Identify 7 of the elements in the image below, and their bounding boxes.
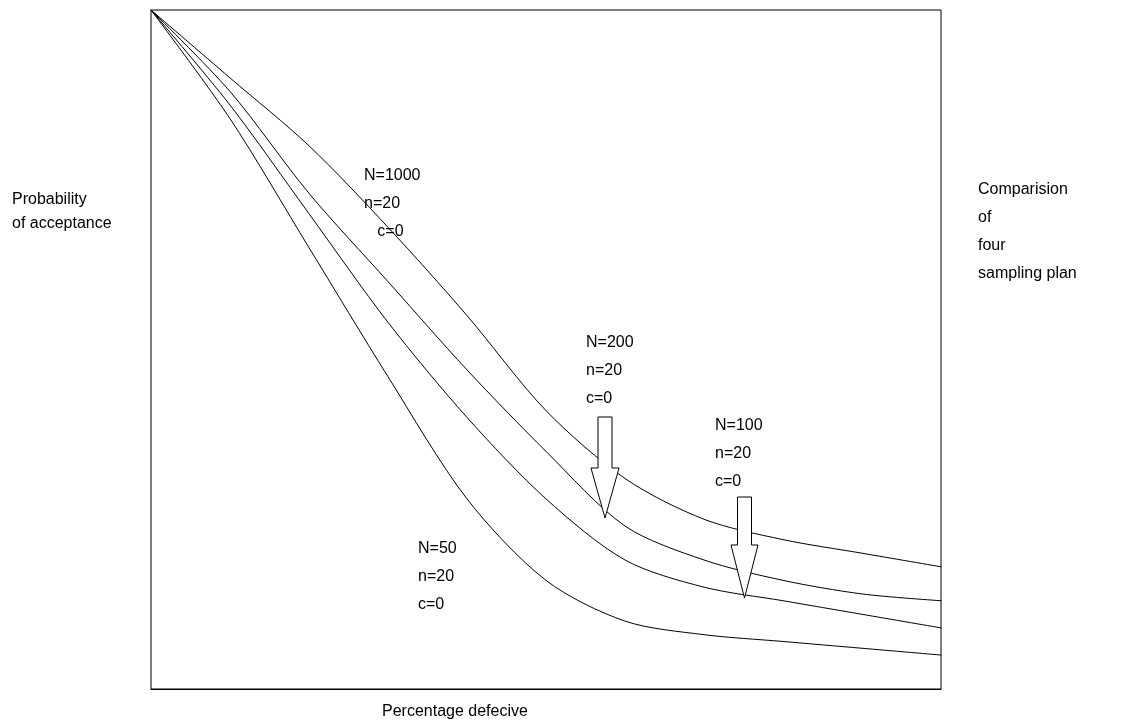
text: Comparision of four sampling plan [978,179,1077,281]
annotation: N=100 n=20 c=0 [715,415,763,489]
annotation: N=50 n=20 c=0 [418,538,457,612]
annotation: N=200 n=20 c=0 [586,332,634,406]
x-axis-title: Percentage defecive [382,701,528,719]
annotation: N=1000 n=20 c=0 [364,165,421,239]
y-axis-title: Probability of acceptance [12,189,112,231]
